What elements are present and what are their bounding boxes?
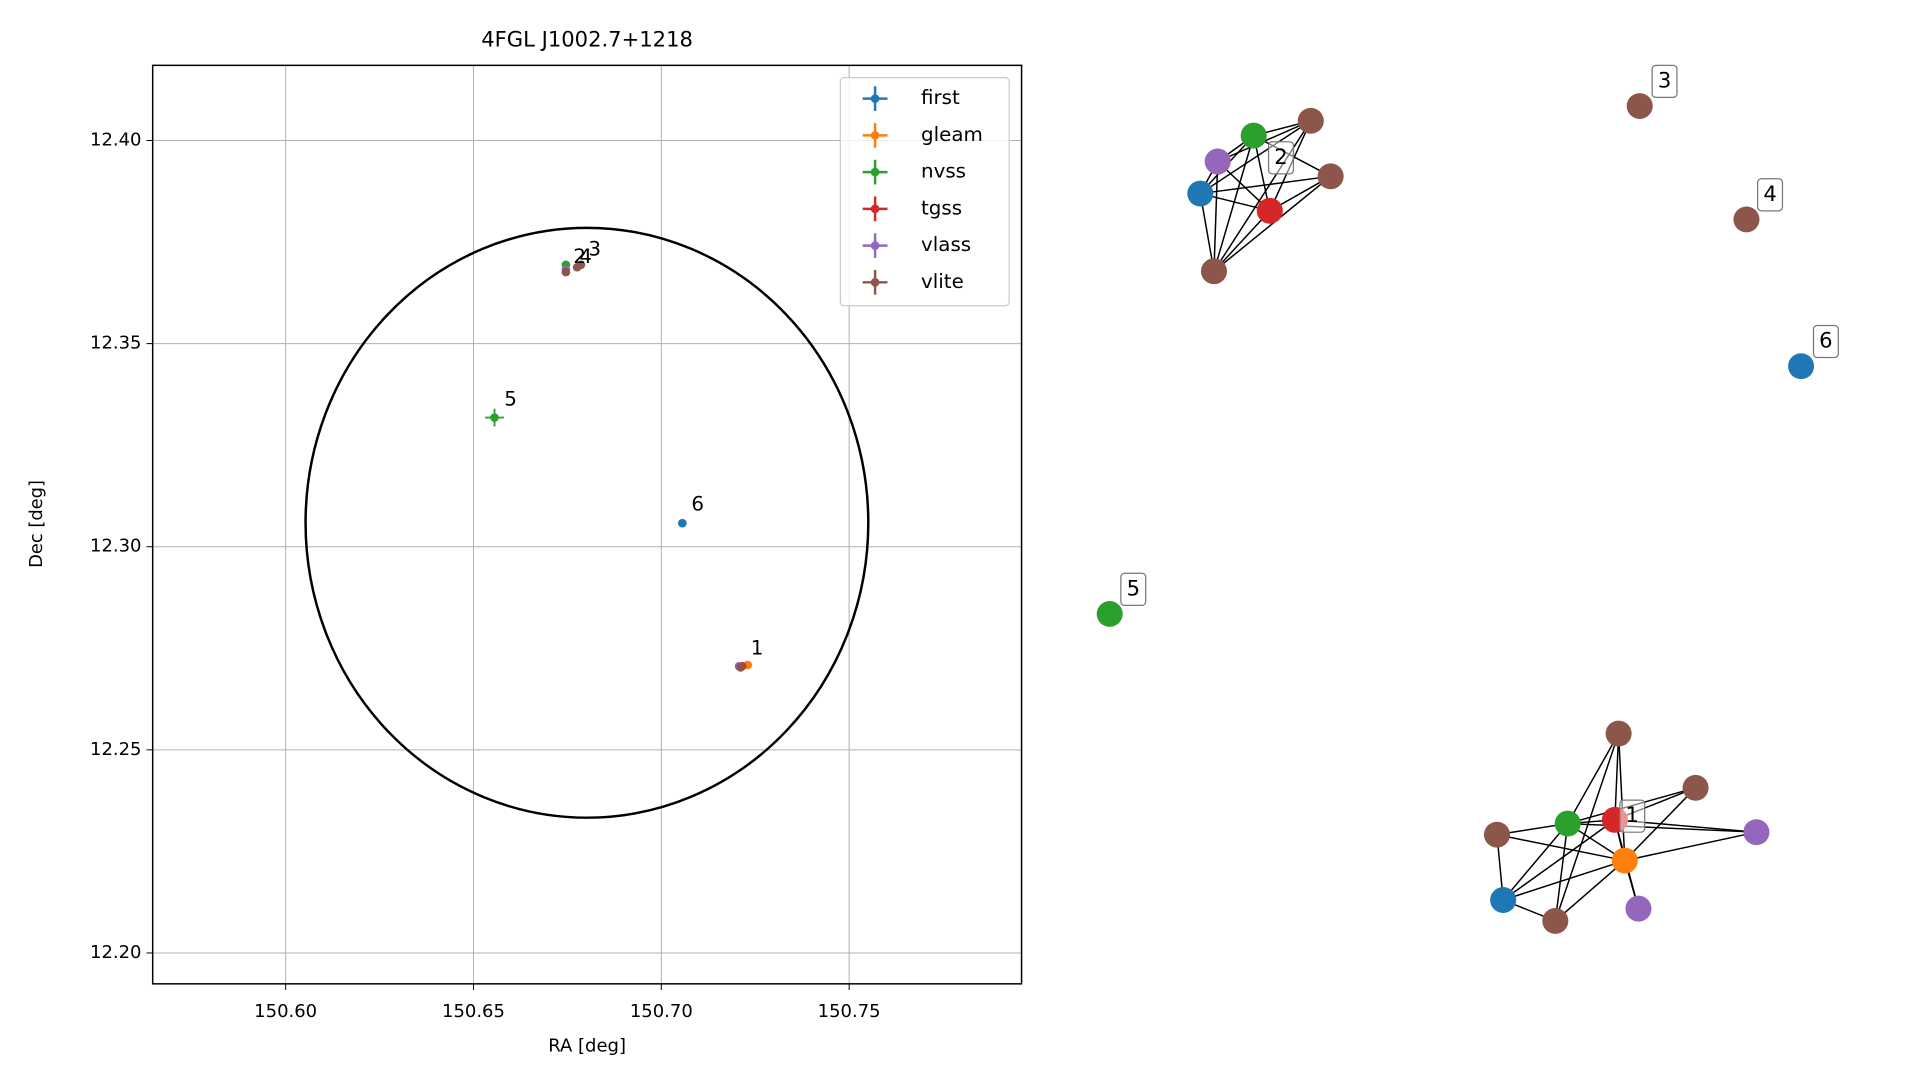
graph-edge [1614, 733, 1620, 820]
legend-label: vlass [921, 233, 971, 256]
point [490, 413, 499, 422]
graph-edge [1554, 733, 1620, 922]
graph-node [1626, 93, 1653, 119]
node-label: 2 [1274, 144, 1287, 169]
legend-marker [870, 94, 880, 103]
graph-node [1200, 258, 1227, 285]
y-tick-label: 12.25 [90, 739, 141, 760]
y-tick-label: 12.20 [90, 942, 141, 963]
x-tick-label: 150.65 [442, 1001, 505, 1022]
node-label: 3 [1658, 67, 1671, 92]
graph-node [1096, 601, 1123, 627]
graph-edge [1502, 859, 1626, 901]
graph-edge [1496, 833, 1625, 862]
legend-marker [870, 131, 880, 140]
y-axis-label: Dec [deg] [26, 480, 47, 568]
point [561, 267, 571, 277]
y-tick-label: 12.30 [90, 536, 141, 557]
x-axis-label: RA [deg] [548, 1036, 626, 1057]
node-label-box [1267, 141, 1295, 175]
graph-edge [1502, 823, 1569, 901]
graph-node [1788, 353, 1815, 380]
graph-node [1317, 163, 1344, 190]
legend-marker [870, 204, 880, 214]
node-label-box [1757, 178, 1784, 212]
graph-edge [1502, 819, 1616, 901]
annotation: 1 [751, 637, 764, 660]
graph-edge [1617, 733, 1626, 861]
annotation: 5 [504, 388, 517, 411]
graph-edge [1213, 161, 1219, 272]
graph-edge [1624, 831, 1757, 862]
graph-edge [1213, 135, 1255, 272]
node-label: 5 [1127, 575, 1140, 600]
graph-edge [1200, 175, 1331, 195]
node-label: 1 [1626, 802, 1639, 827]
point [736, 663, 745, 672]
annotation: 4 [579, 245, 592, 268]
graph-node [1605, 720, 1632, 747]
legend-label: gleam [921, 123, 983, 146]
graph-edge [1567, 733, 1620, 824]
annotation: 3 [588, 238, 601, 261]
chart-title: 4FGL J1002.7+1218 [481, 27, 693, 52]
node-label-box [1120, 572, 1147, 606]
graph-node [1554, 810, 1581, 837]
y-tick-label: 12.40 [90, 130, 141, 151]
graph-node [1625, 895, 1652, 922]
legend-label: first [921, 86, 960, 109]
graph-edge [1213, 210, 1271, 272]
graph-node [1542, 908, 1569, 934]
point [678, 518, 687, 528]
graph-edge [1213, 120, 1312, 272]
graph-node [1483, 821, 1511, 848]
graph-edge [1554, 823, 1569, 922]
graph-edge [1567, 822, 1757, 833]
node-label-box [1812, 324, 1839, 359]
graph-edge [1199, 193, 1215, 272]
annotation: 2 [573, 245, 586, 268]
graph-node [1682, 774, 1709, 801]
legend: first gleam nvss tgss vlass vlite [839, 77, 1010, 307]
legend-label: vlite [921, 270, 964, 293]
graph-node [1256, 197, 1283, 224]
node-label: 4 [1763, 181, 1776, 206]
point [576, 260, 586, 270]
graph-node [1297, 107, 1324, 134]
node-label: 6 [1819, 328, 1832, 353]
graph-node [1611, 847, 1638, 874]
graph-node [1187, 180, 1214, 207]
graph-edge [1554, 859, 1626, 922]
graph-node [1240, 122, 1267, 149]
error-ellipse [304, 226, 870, 819]
y-tick-label: 12.35 [90, 333, 141, 354]
graph-node [1733, 206, 1760, 233]
node-label-box [1619, 799, 1646, 833]
legend-marker [870, 167, 880, 177]
legend-marker [870, 241, 880, 250]
graph-edge [1199, 120, 1312, 195]
graph-node [1743, 819, 1770, 846]
node-label-box [1651, 64, 1678, 99]
x-tick-label: 150.60 [254, 1001, 317, 1022]
x-tick-label: 150.70 [630, 1001, 693, 1022]
legend-marker [870, 278, 880, 287]
legend-label: nvss [921, 160, 966, 183]
graph-node [1490, 887, 1517, 913]
legend-label: tgss [921, 196, 962, 219]
graph-node [1204, 148, 1231, 175]
annotation: 6 [691, 492, 704, 515]
x-tick-label: 150.75 [818, 1001, 881, 1022]
plot-frame [151, 64, 1023, 985]
graph-edge [1213, 175, 1332, 272]
